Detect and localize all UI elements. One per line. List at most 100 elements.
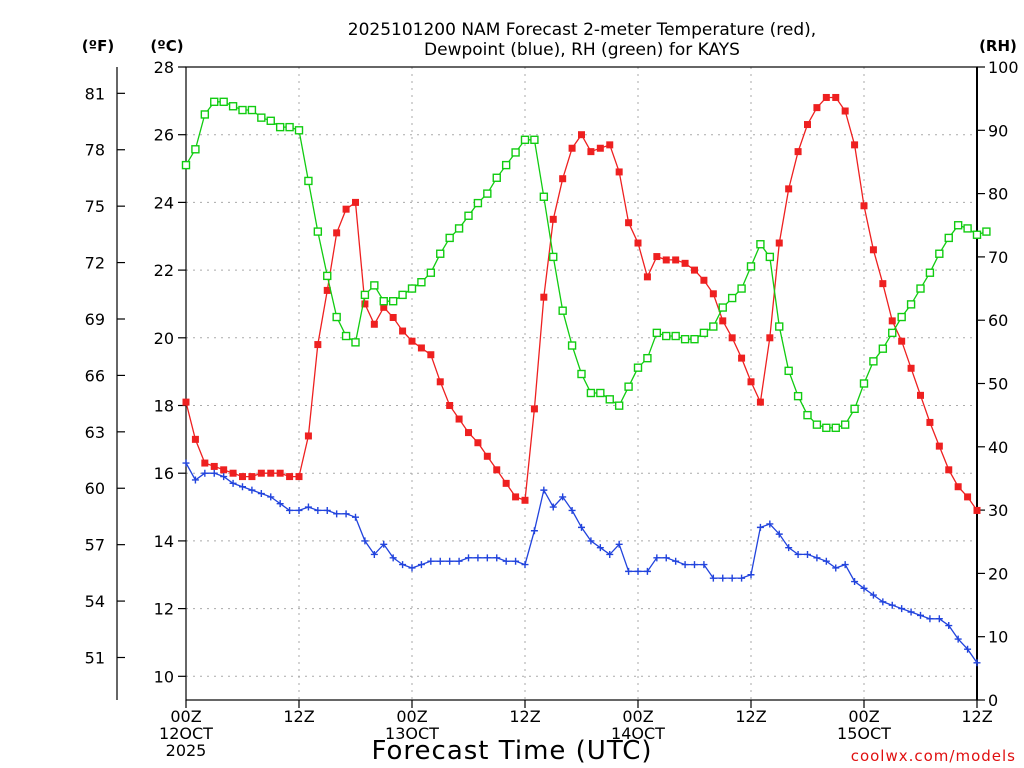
data-point bbox=[294, 126, 304, 135]
x-tick-label: 15OCT bbox=[837, 724, 891, 743]
data-point bbox=[455, 557, 463, 565]
data-point bbox=[841, 107, 849, 115]
data-point bbox=[691, 561, 698, 569]
data-point bbox=[964, 645, 972, 653]
data-point bbox=[615, 168, 623, 176]
data-point bbox=[917, 391, 924, 399]
data-point bbox=[191, 435, 199, 443]
data-point bbox=[935, 442, 943, 450]
data-point bbox=[831, 423, 840, 433]
data-point bbox=[473, 198, 483, 208]
data-point bbox=[898, 605, 906, 613]
data-point bbox=[332, 312, 341, 322]
data-point bbox=[493, 466, 501, 474]
data-point bbox=[351, 338, 360, 347]
data-point bbox=[549, 215, 557, 223]
data-point bbox=[709, 574, 717, 582]
data-point bbox=[766, 334, 774, 342]
data-point bbox=[587, 537, 595, 545]
data-point bbox=[719, 317, 727, 325]
data-point bbox=[558, 306, 567, 315]
fahrenheit-tick-label: 72 bbox=[85, 254, 105, 273]
data-point bbox=[512, 557, 520, 565]
chart-title-line-1: 2025101200 NAM Forecast 2-meter Temperat… bbox=[348, 20, 816, 40]
data-point bbox=[200, 110, 210, 119]
data-point bbox=[775, 322, 784, 331]
data-point bbox=[454, 224, 464, 233]
data-point bbox=[606, 141, 614, 149]
data-point bbox=[389, 313, 397, 321]
data-point bbox=[945, 466, 953, 474]
data-point bbox=[738, 574, 746, 582]
data-point bbox=[699, 328, 709, 338]
data-point bbox=[935, 615, 943, 623]
data-point bbox=[257, 490, 265, 498]
data-point bbox=[436, 378, 444, 386]
data-point bbox=[793, 391, 803, 401]
data-point bbox=[643, 353, 652, 363]
rh-tick-label: 10 bbox=[988, 628, 1008, 647]
series-temperature bbox=[182, 93, 981, 514]
data-point bbox=[785, 544, 793, 552]
data-point bbox=[935, 249, 944, 258]
data-point bbox=[304, 432, 312, 440]
rh-tick-label: 40 bbox=[988, 438, 1008, 457]
data-point bbox=[182, 398, 190, 406]
data-point bbox=[501, 160, 511, 170]
x-tick-label: 00Z bbox=[170, 707, 201, 726]
data-point bbox=[530, 135, 539, 144]
celsius-tick-label: 12 bbox=[154, 600, 174, 619]
data-point bbox=[945, 622, 953, 630]
x-tick-label: 2025 bbox=[166, 741, 207, 760]
data-point bbox=[614, 401, 624, 410]
x-tick-label: 12Z bbox=[735, 707, 766, 726]
data-point bbox=[586, 388, 596, 398]
data-point bbox=[492, 173, 501, 182]
data-point bbox=[784, 366, 793, 376]
data-point bbox=[671, 331, 680, 341]
data-point bbox=[530, 405, 538, 413]
data-point bbox=[681, 561, 689, 569]
data-point bbox=[341, 331, 351, 341]
data-point bbox=[191, 476, 199, 484]
data-point bbox=[342, 205, 350, 213]
data-point bbox=[483, 189, 492, 198]
data-point bbox=[229, 469, 237, 477]
chart-title-line-2: Dewpoint (blue), RH (green) for KAYS bbox=[424, 40, 740, 60]
data-point bbox=[596, 388, 605, 398]
data-point bbox=[954, 483, 962, 491]
data-point bbox=[841, 561, 849, 569]
x-tick-label: 14OCT bbox=[611, 724, 665, 743]
fahrenheit-tick-label: 81 bbox=[85, 84, 105, 103]
data-point bbox=[690, 334, 699, 344]
data-point bbox=[559, 493, 567, 501]
rh-tick-label: 100 bbox=[988, 58, 1019, 77]
data-point bbox=[521, 561, 529, 569]
data-point bbox=[869, 357, 878, 366]
fahrenheit-tick-label: 54 bbox=[85, 592, 105, 611]
data-point bbox=[822, 93, 830, 101]
data-point bbox=[888, 317, 896, 325]
data-point bbox=[210, 97, 219, 107]
fahrenheit-tick-label: 57 bbox=[85, 536, 105, 555]
data-point bbox=[257, 469, 265, 477]
data-point bbox=[540, 486, 548, 494]
x-tick-label: 12OCT bbox=[159, 724, 213, 743]
x-tick-label: 13OCT bbox=[385, 724, 439, 743]
data-point bbox=[295, 506, 303, 514]
data-point bbox=[286, 473, 294, 481]
data-point bbox=[201, 459, 209, 467]
data-point bbox=[219, 97, 228, 107]
data-point bbox=[718, 303, 727, 312]
data-point bbox=[379, 297, 388, 306]
rh-tick-label: 30 bbox=[988, 501, 1008, 520]
data-point bbox=[247, 105, 257, 115]
data-point bbox=[888, 328, 897, 338]
celsius-tick-label: 20 bbox=[154, 329, 174, 348]
data-point bbox=[464, 211, 473, 220]
data-point bbox=[587, 148, 595, 156]
data-point bbox=[220, 473, 228, 481]
data-point bbox=[465, 554, 472, 562]
data-point bbox=[813, 104, 821, 112]
data-point bbox=[210, 469, 218, 477]
